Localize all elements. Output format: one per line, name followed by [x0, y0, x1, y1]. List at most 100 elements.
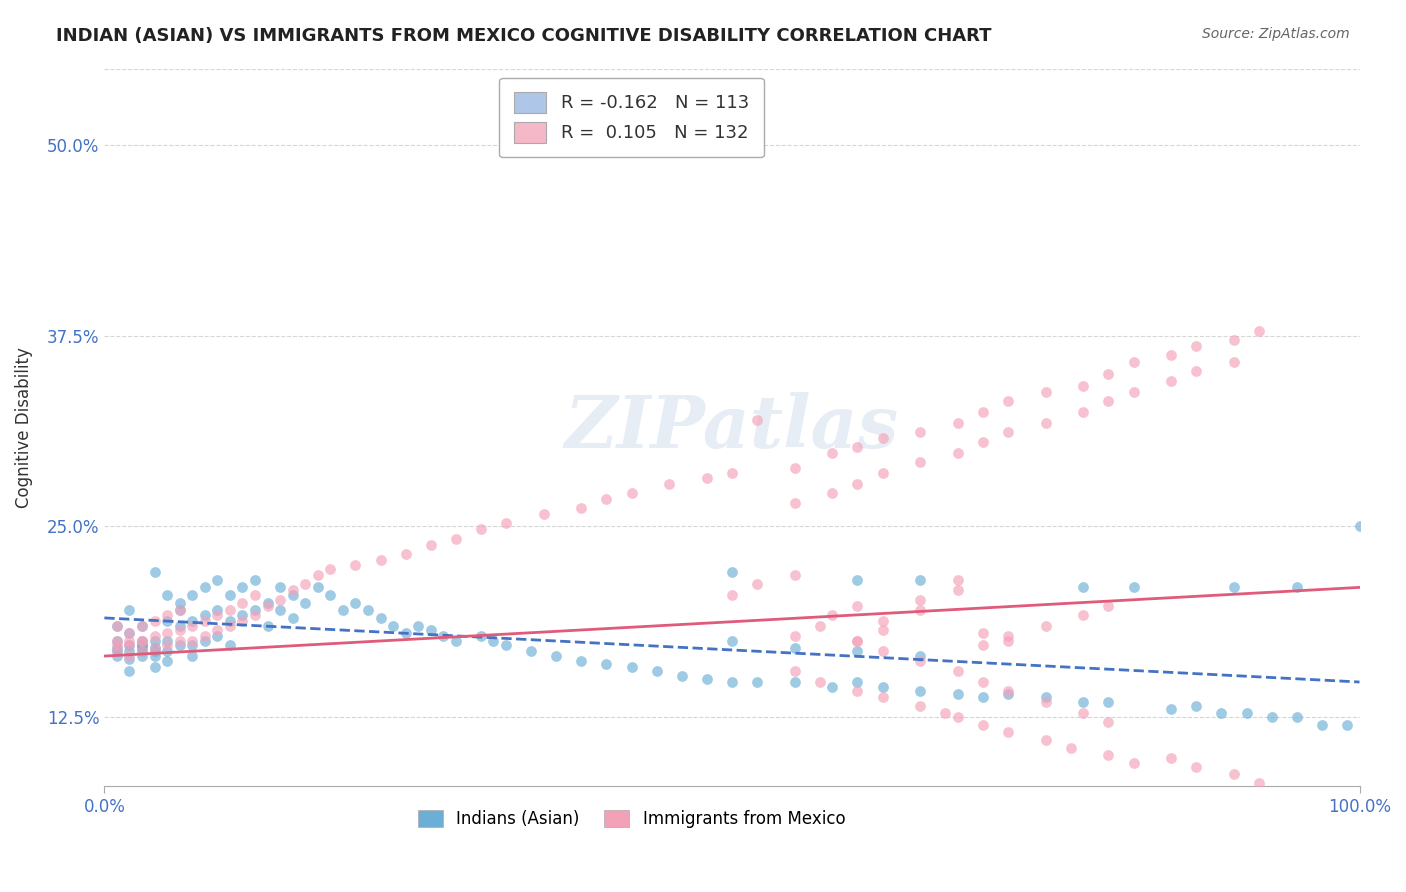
Point	[821, 607, 844, 622]
Point	[169, 603, 191, 617]
Point	[344, 596, 367, 610]
Point	[156, 614, 179, 628]
Point	[997, 684, 1019, 698]
Point	[143, 644, 166, 658]
Point	[181, 649, 204, 664]
Point	[143, 633, 166, 648]
Point	[1211, 706, 1233, 720]
Point	[696, 470, 718, 484]
Point	[846, 644, 869, 658]
Point	[118, 626, 141, 640]
Point	[846, 633, 869, 648]
Point	[131, 644, 153, 658]
Point	[169, 623, 191, 637]
Point	[997, 425, 1019, 439]
Point	[1073, 405, 1095, 419]
Point	[143, 565, 166, 579]
Point	[105, 618, 128, 632]
Point	[231, 614, 253, 628]
Point	[1035, 618, 1057, 632]
Point	[1097, 714, 1119, 729]
Point	[783, 629, 806, 643]
Point	[783, 568, 806, 582]
Point	[872, 466, 894, 480]
Point	[946, 710, 969, 724]
Point	[194, 633, 217, 648]
Point	[783, 461, 806, 475]
Point	[1310, 717, 1333, 731]
Point	[105, 618, 128, 632]
Text: INDIAN (ASIAN) VS IMMIGRANTS FROM MEXICO COGNITIVE DISABILITY CORRELATION CHART: INDIAN (ASIAN) VS IMMIGRANTS FROM MEXICO…	[56, 27, 991, 45]
Point	[696, 672, 718, 686]
Point	[370, 611, 392, 625]
Point	[721, 466, 744, 480]
Point	[1073, 379, 1095, 393]
Point	[118, 626, 141, 640]
Point	[997, 725, 1019, 739]
Point	[721, 675, 744, 690]
Point	[872, 680, 894, 694]
Point	[972, 435, 994, 450]
Point	[1073, 706, 1095, 720]
Point	[872, 614, 894, 628]
Point	[821, 485, 844, 500]
Point	[156, 626, 179, 640]
Point	[908, 455, 931, 469]
Point	[344, 558, 367, 572]
Point	[1035, 385, 1057, 400]
Point	[946, 416, 969, 430]
Point	[1185, 760, 1208, 774]
Point	[105, 641, 128, 656]
Point	[219, 618, 242, 632]
Point	[1122, 354, 1144, 368]
Point	[1249, 324, 1271, 338]
Point	[470, 522, 492, 536]
Legend: Indians (Asian), Immigrants from Mexico: Indians (Asian), Immigrants from Mexico	[411, 804, 852, 835]
Point	[406, 618, 429, 632]
Point	[382, 618, 405, 632]
Point	[169, 618, 191, 632]
Point	[972, 675, 994, 690]
Point	[1160, 702, 1182, 716]
Point	[281, 611, 304, 625]
Point	[1185, 699, 1208, 714]
Point	[194, 629, 217, 643]
Point	[143, 614, 166, 628]
Point	[432, 629, 454, 643]
Point	[219, 588, 242, 602]
Point	[1097, 599, 1119, 613]
Point	[808, 675, 831, 690]
Point	[294, 577, 316, 591]
Point	[721, 633, 744, 648]
Point	[169, 603, 191, 617]
Point	[721, 588, 744, 602]
Point	[143, 641, 166, 656]
Point	[194, 614, 217, 628]
Point	[620, 485, 643, 500]
Point	[1223, 766, 1246, 780]
Point	[520, 644, 543, 658]
Point	[181, 639, 204, 653]
Point	[872, 623, 894, 637]
Point	[394, 547, 416, 561]
Point	[118, 639, 141, 653]
Point	[821, 446, 844, 460]
Point	[156, 639, 179, 653]
Point	[1236, 706, 1258, 720]
Point	[256, 599, 278, 613]
Point	[307, 568, 329, 582]
Point	[319, 562, 342, 576]
Point	[783, 496, 806, 510]
Point	[533, 507, 555, 521]
Point	[156, 588, 179, 602]
Point	[1097, 695, 1119, 709]
Point	[156, 654, 179, 668]
Point	[181, 633, 204, 648]
Point	[131, 644, 153, 658]
Point	[1160, 751, 1182, 765]
Y-axis label: Cognitive Disability: Cognitive Disability	[15, 347, 32, 508]
Point	[219, 614, 242, 628]
Point	[219, 639, 242, 653]
Point	[243, 607, 266, 622]
Point	[131, 618, 153, 632]
